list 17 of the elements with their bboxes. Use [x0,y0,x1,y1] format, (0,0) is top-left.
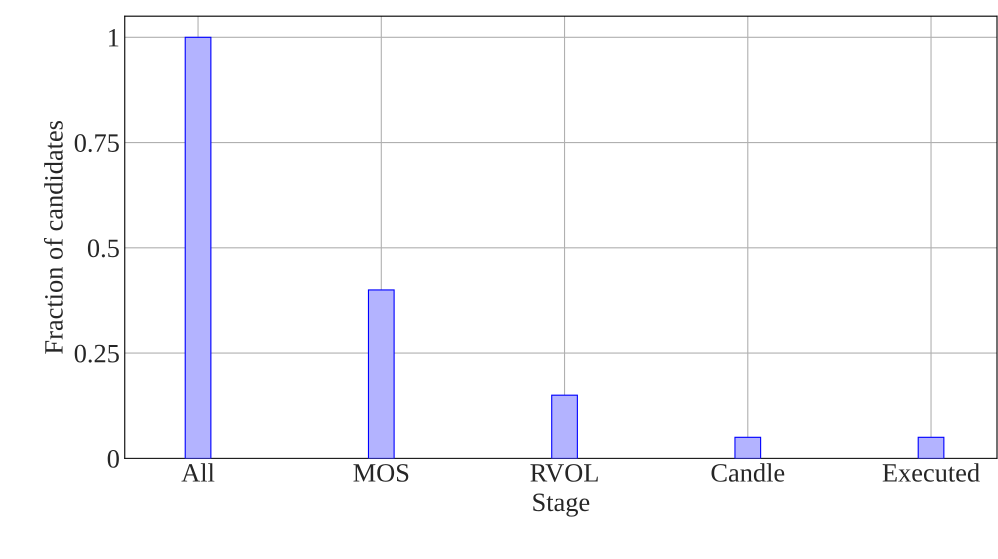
y-tick-label: 0 [108,450,119,468]
bar [734,436,762,458]
bar [918,436,944,458]
y-axis-title: Fraction of candidates [44,121,63,354]
x-tick-label: MOS [353,464,408,482]
x-tick-label: All [181,463,214,482]
x-axis-title: Stage [533,493,590,517]
y-tick-label: 0.75 [74,134,119,152]
bar [368,289,395,458]
x-tick-label: Candle [711,463,784,482]
bar [184,36,212,458]
y-tick-label: 0.25 [74,344,119,363]
bar [551,394,578,458]
x-tick-label: Executed [882,463,980,482]
y-tick-label: 1 [109,29,118,46]
y-tick-label: 0.5 [88,239,119,258]
x-tick-label: RVOL [530,464,598,482]
